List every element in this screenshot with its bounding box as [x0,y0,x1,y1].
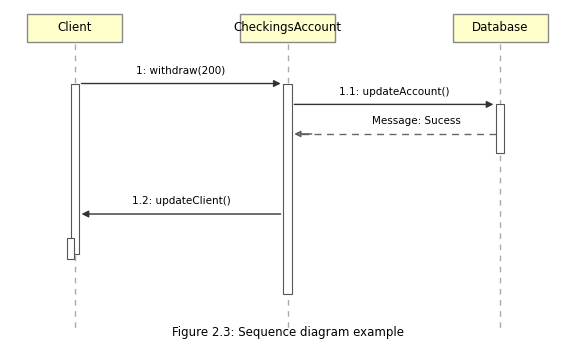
Bar [283,84,292,294]
Bar [496,104,504,153]
Bar [453,14,547,42]
Bar [71,84,79,254]
Text: 1.1: updateAccount(): 1.1: updateAccount() [339,87,449,97]
Text: Message: Sucess: Message: Sucess [373,116,461,126]
Bar [240,14,335,42]
Bar [67,238,74,259]
Text: 1: withdraw(200): 1: withdraw(200) [136,66,226,76]
Bar [28,14,122,42]
Text: Client: Client [58,21,92,34]
Text: 1.2: updateClient(): 1.2: updateClient() [132,196,231,206]
Text: Database: Database [472,21,528,34]
Text: CheckingsAccount: CheckingsAccount [233,21,342,34]
Text: Figure 2.3: Sequence diagram example: Figure 2.3: Sequence diagram example [171,326,404,339]
